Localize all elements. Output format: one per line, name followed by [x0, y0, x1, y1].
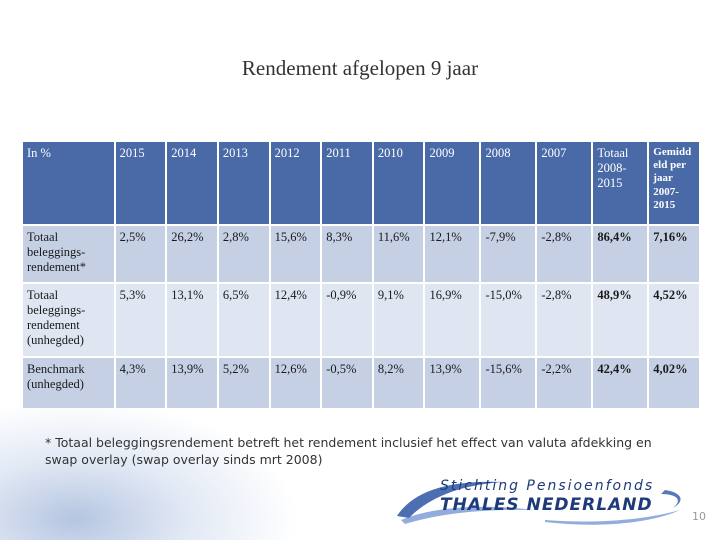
table-cell: 5,2%: [218, 358, 269, 408]
table-row: Benchmark (unhegded) 4,3% 13,9% 5,2% 12,…: [23, 358, 699, 408]
table-cell-total: 86,4%: [593, 226, 648, 282]
table-cell: 8,3%: [322, 226, 372, 282]
table-cell: 15,6%: [270, 226, 321, 282]
table-cell: 11,6%: [373, 226, 424, 282]
header-cell: In %: [23, 142, 114, 224]
table-cell: -0,5%: [322, 358, 372, 408]
table-cell-average: 4,52%: [649, 284, 699, 356]
logo-pensioenfonds: Stichting Pensioenfonds THALES NEDERLAND: [395, 476, 695, 528]
header-cell: Gemidd eld per jaar 2007-2015: [649, 142, 699, 224]
table-cell: 26,2%: [167, 226, 217, 282]
header-cell: 2011: [322, 142, 372, 224]
table-cell: 12,1%: [425, 226, 480, 282]
table-header-row: In % 2015 2014 2013 2012 2011 2010 2009 …: [23, 142, 699, 224]
table-cell-average: 4,02%: [649, 358, 699, 408]
table-row: Totaal beleggings-rendement (unhegded) 5…: [23, 284, 699, 356]
table-cell: 6,5%: [218, 284, 269, 356]
table-cell: -7,9%: [481, 226, 536, 282]
page-title: Rendement afgelopen 9 jaar: [241, 56, 479, 80]
header-cell: 2012: [270, 142, 321, 224]
returns-table: In % 2015 2014 2013 2012 2011 2010 2009 …: [21, 140, 701, 410]
table-cell: -2,8%: [537, 226, 592, 282]
header-cell: 2015: [115, 142, 166, 224]
footnote: * Totaal beleggingsrendement betreft het…: [45, 435, 652, 467]
table-cell: -2,8%: [537, 284, 592, 356]
table-cell: 12,6%: [270, 358, 321, 408]
table-cell: 2,8%: [218, 226, 269, 282]
table-cell: 13,1%: [167, 284, 217, 356]
table-cell: 13,9%: [425, 358, 480, 408]
table-cell: -0,9%: [322, 284, 372, 356]
table-cell: 16,9%: [425, 284, 480, 356]
page-number: 10: [692, 510, 706, 523]
table-cell: -15,6%: [481, 358, 536, 408]
header-cell: 2013: [218, 142, 269, 224]
table-cell: 5,3%: [115, 284, 166, 356]
header-cell: 2008: [481, 142, 536, 224]
row-label: Totaal beleggings-rendement*: [23, 226, 114, 282]
table-cell: 4,3%: [115, 358, 166, 408]
header-cell: 2009: [425, 142, 480, 224]
logo-line-1: Stichting Pensioenfonds: [440, 478, 655, 494]
table-cell: 2,5%: [115, 226, 166, 282]
table-cell-total: 48,9%: [593, 284, 648, 356]
table-cell: -2,2%: [537, 358, 592, 408]
table-cell: 8,2%: [373, 358, 424, 408]
table-cell-average: 7,16%: [649, 226, 699, 282]
header-cell: 2007: [537, 142, 592, 224]
background-photo-faded: [0, 400, 300, 540]
table-cell: -15,0%: [481, 284, 536, 356]
row-label: Benchmark (unhegded): [23, 358, 114, 408]
table-row: Totaal beleggings-rendement* 2,5% 26,2% …: [23, 226, 699, 282]
table-cell: 9,1%: [373, 284, 424, 356]
table-cell: 13,9%: [167, 358, 217, 408]
table-cell: 12,4%: [270, 284, 321, 356]
row-label: Totaal beleggings-rendement (unhegded): [23, 284, 114, 356]
table-cell-total: 42,4%: [593, 358, 648, 408]
header-cell: 2010: [373, 142, 424, 224]
header-cell: 2014: [167, 142, 217, 224]
header-cell: Totaal 2008-2015: [593, 142, 648, 224]
logo-line-2: THALES NEDERLAND: [440, 495, 653, 515]
swoosh-logo-icon: [397, 481, 681, 525]
